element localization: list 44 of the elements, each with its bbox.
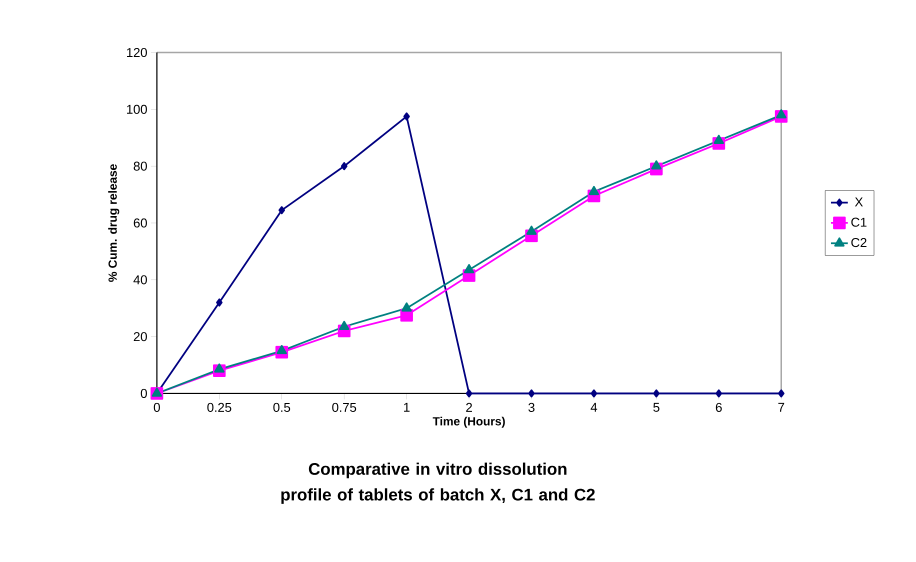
x-tick-label: 6: [716, 402, 722, 412]
point: [588, 186, 600, 196]
x-tick-label: 4: [590, 402, 598, 412]
point: [464, 264, 474, 274]
point: [216, 298, 223, 307]
x-tick-label: 5: [653, 402, 660, 412]
x-tick-label: 0: [154, 402, 160, 412]
point: [401, 302, 412, 312]
legend-label: C2: [851, 238, 866, 248]
point: [403, 112, 410, 121]
x-tick-label: 2: [466, 402, 472, 412]
x-tick-label: 3: [528, 402, 535, 412]
y-tick-label: 0: [140, 388, 147, 398]
point: [526, 226, 537, 235]
point: [714, 134, 724, 144]
text: Comparative in vitro dissolution profile of tablets of batch X, C1 and C2: [281, 462, 595, 504]
x-tick-label: 7: [778, 402, 784, 412]
y-tick-label: 80: [134, 162, 147, 171]
y-tick-label: 20: [134, 332, 147, 342]
point: [653, 389, 660, 398]
point: [776, 109, 786, 118]
point: [528, 389, 535, 398]
y-tick-label: 40: [133, 275, 147, 284]
x-tick-label: 0.5: [273, 402, 290, 412]
y-axis-title: % Cum. drug release: [108, 164, 120, 282]
x-tick-label: 0.75: [332, 402, 356, 412]
legend-label: X: [854, 198, 863, 206]
legend-label: C1: [851, 218, 866, 227]
x-tick-label: 0.25: [207, 402, 232, 412]
point: [466, 389, 472, 398]
point: [278, 206, 286, 214]
y-tick-label: 120: [127, 48, 147, 58]
point: [214, 364, 224, 373]
x-tick-label: 1: [404, 402, 410, 412]
point: [340, 162, 348, 170]
point: [778, 389, 784, 398]
point: [339, 320, 350, 330]
x-axis-title: Time (Hours): [432, 416, 505, 428]
y-tick-label: 100: [127, 104, 147, 114]
y-tick-label: 60: [134, 218, 147, 228]
point: [590, 389, 598, 398]
point: [651, 160, 662, 170]
point: [716, 389, 722, 398]
point: [276, 345, 287, 354]
